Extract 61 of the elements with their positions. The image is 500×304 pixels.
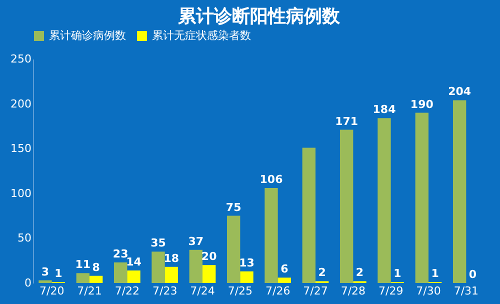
data-label: 11 bbox=[75, 258, 91, 272]
bar bbox=[415, 112, 428, 283]
data-label: 18 bbox=[164, 252, 180, 265]
data-label: 8 bbox=[92, 260, 100, 274]
x-tick-label: 7/31 bbox=[454, 284, 479, 298]
x-tick-label: 7/26 bbox=[265, 284, 290, 298]
data-label: 171 bbox=[335, 114, 358, 128]
data-label: 75 bbox=[226, 200, 242, 214]
y-tick-label: 100 bbox=[10, 186, 32, 200]
x-tick-label: 7/25 bbox=[228, 284, 253, 298]
bar bbox=[202, 265, 216, 283]
y-tick-label: 0 bbox=[24, 276, 32, 290]
data-label: 37 bbox=[188, 234, 204, 248]
y-tick-label: 250 bbox=[10, 52, 32, 66]
y-tick-label: 200 bbox=[10, 97, 32, 110]
x-tick-label: 7/24 bbox=[190, 284, 215, 298]
data-label: 35 bbox=[150, 236, 166, 250]
x-tick-label: 7/22 bbox=[114, 284, 140, 298]
bar bbox=[164, 266, 178, 283]
data-label: 184 bbox=[372, 103, 396, 116]
x-tick-label: 7/23 bbox=[152, 284, 178, 298]
bar bbox=[76, 273, 90, 283]
x-tick-label: 7/21 bbox=[77, 284, 102, 298]
data-label: 106 bbox=[260, 173, 284, 186]
y-tick-label: 150 bbox=[10, 142, 32, 156]
x-tick-label: 7/20 bbox=[39, 284, 64, 298]
bar bbox=[38, 280, 52, 283]
bar bbox=[302, 148, 316, 283]
bar bbox=[240, 271, 254, 283]
bar bbox=[278, 278, 292, 283]
legend-label: 累计无症状感染者数 bbox=[152, 29, 251, 42]
data-label: 190 bbox=[410, 98, 434, 111]
legend-label: 累计确诊病例数 bbox=[49, 29, 126, 42]
bar bbox=[114, 262, 128, 283]
bar bbox=[226, 216, 240, 283]
bar bbox=[127, 270, 140, 283]
data-label: 1 bbox=[54, 267, 62, 280]
data-label: 3 bbox=[41, 265, 50, 278]
chart-title: 累计诊断阳性病例数 bbox=[177, 6, 341, 27]
bar bbox=[264, 188, 278, 283]
x-tick-label: 7/30 bbox=[416, 284, 441, 298]
data-label: 0 bbox=[468, 268, 477, 281]
bar bbox=[189, 250, 202, 283]
x-tick-label: 7/29 bbox=[378, 284, 404, 298]
x-tick-label: 7/28 bbox=[340, 284, 366, 298]
data-label: 1 bbox=[394, 267, 402, 280]
x-tick-label: 7/27 bbox=[303, 284, 328, 298]
data-label: 13 bbox=[239, 256, 254, 270]
bar bbox=[152, 252, 165, 283]
bar bbox=[90, 276, 103, 283]
data-label: 23 bbox=[112, 247, 128, 260]
data-label: 1 bbox=[431, 267, 439, 280]
data-label: 204 bbox=[448, 85, 472, 98]
data-label: 6 bbox=[280, 262, 289, 276]
data-label: 2 bbox=[356, 266, 364, 280]
data-label: 14 bbox=[126, 255, 142, 268]
y-tick-label: 50 bbox=[18, 232, 32, 245]
data-label: 2 bbox=[318, 266, 326, 280]
bar bbox=[378, 118, 391, 283]
bar bbox=[452, 100, 466, 283]
bar bbox=[340, 130, 354, 283]
